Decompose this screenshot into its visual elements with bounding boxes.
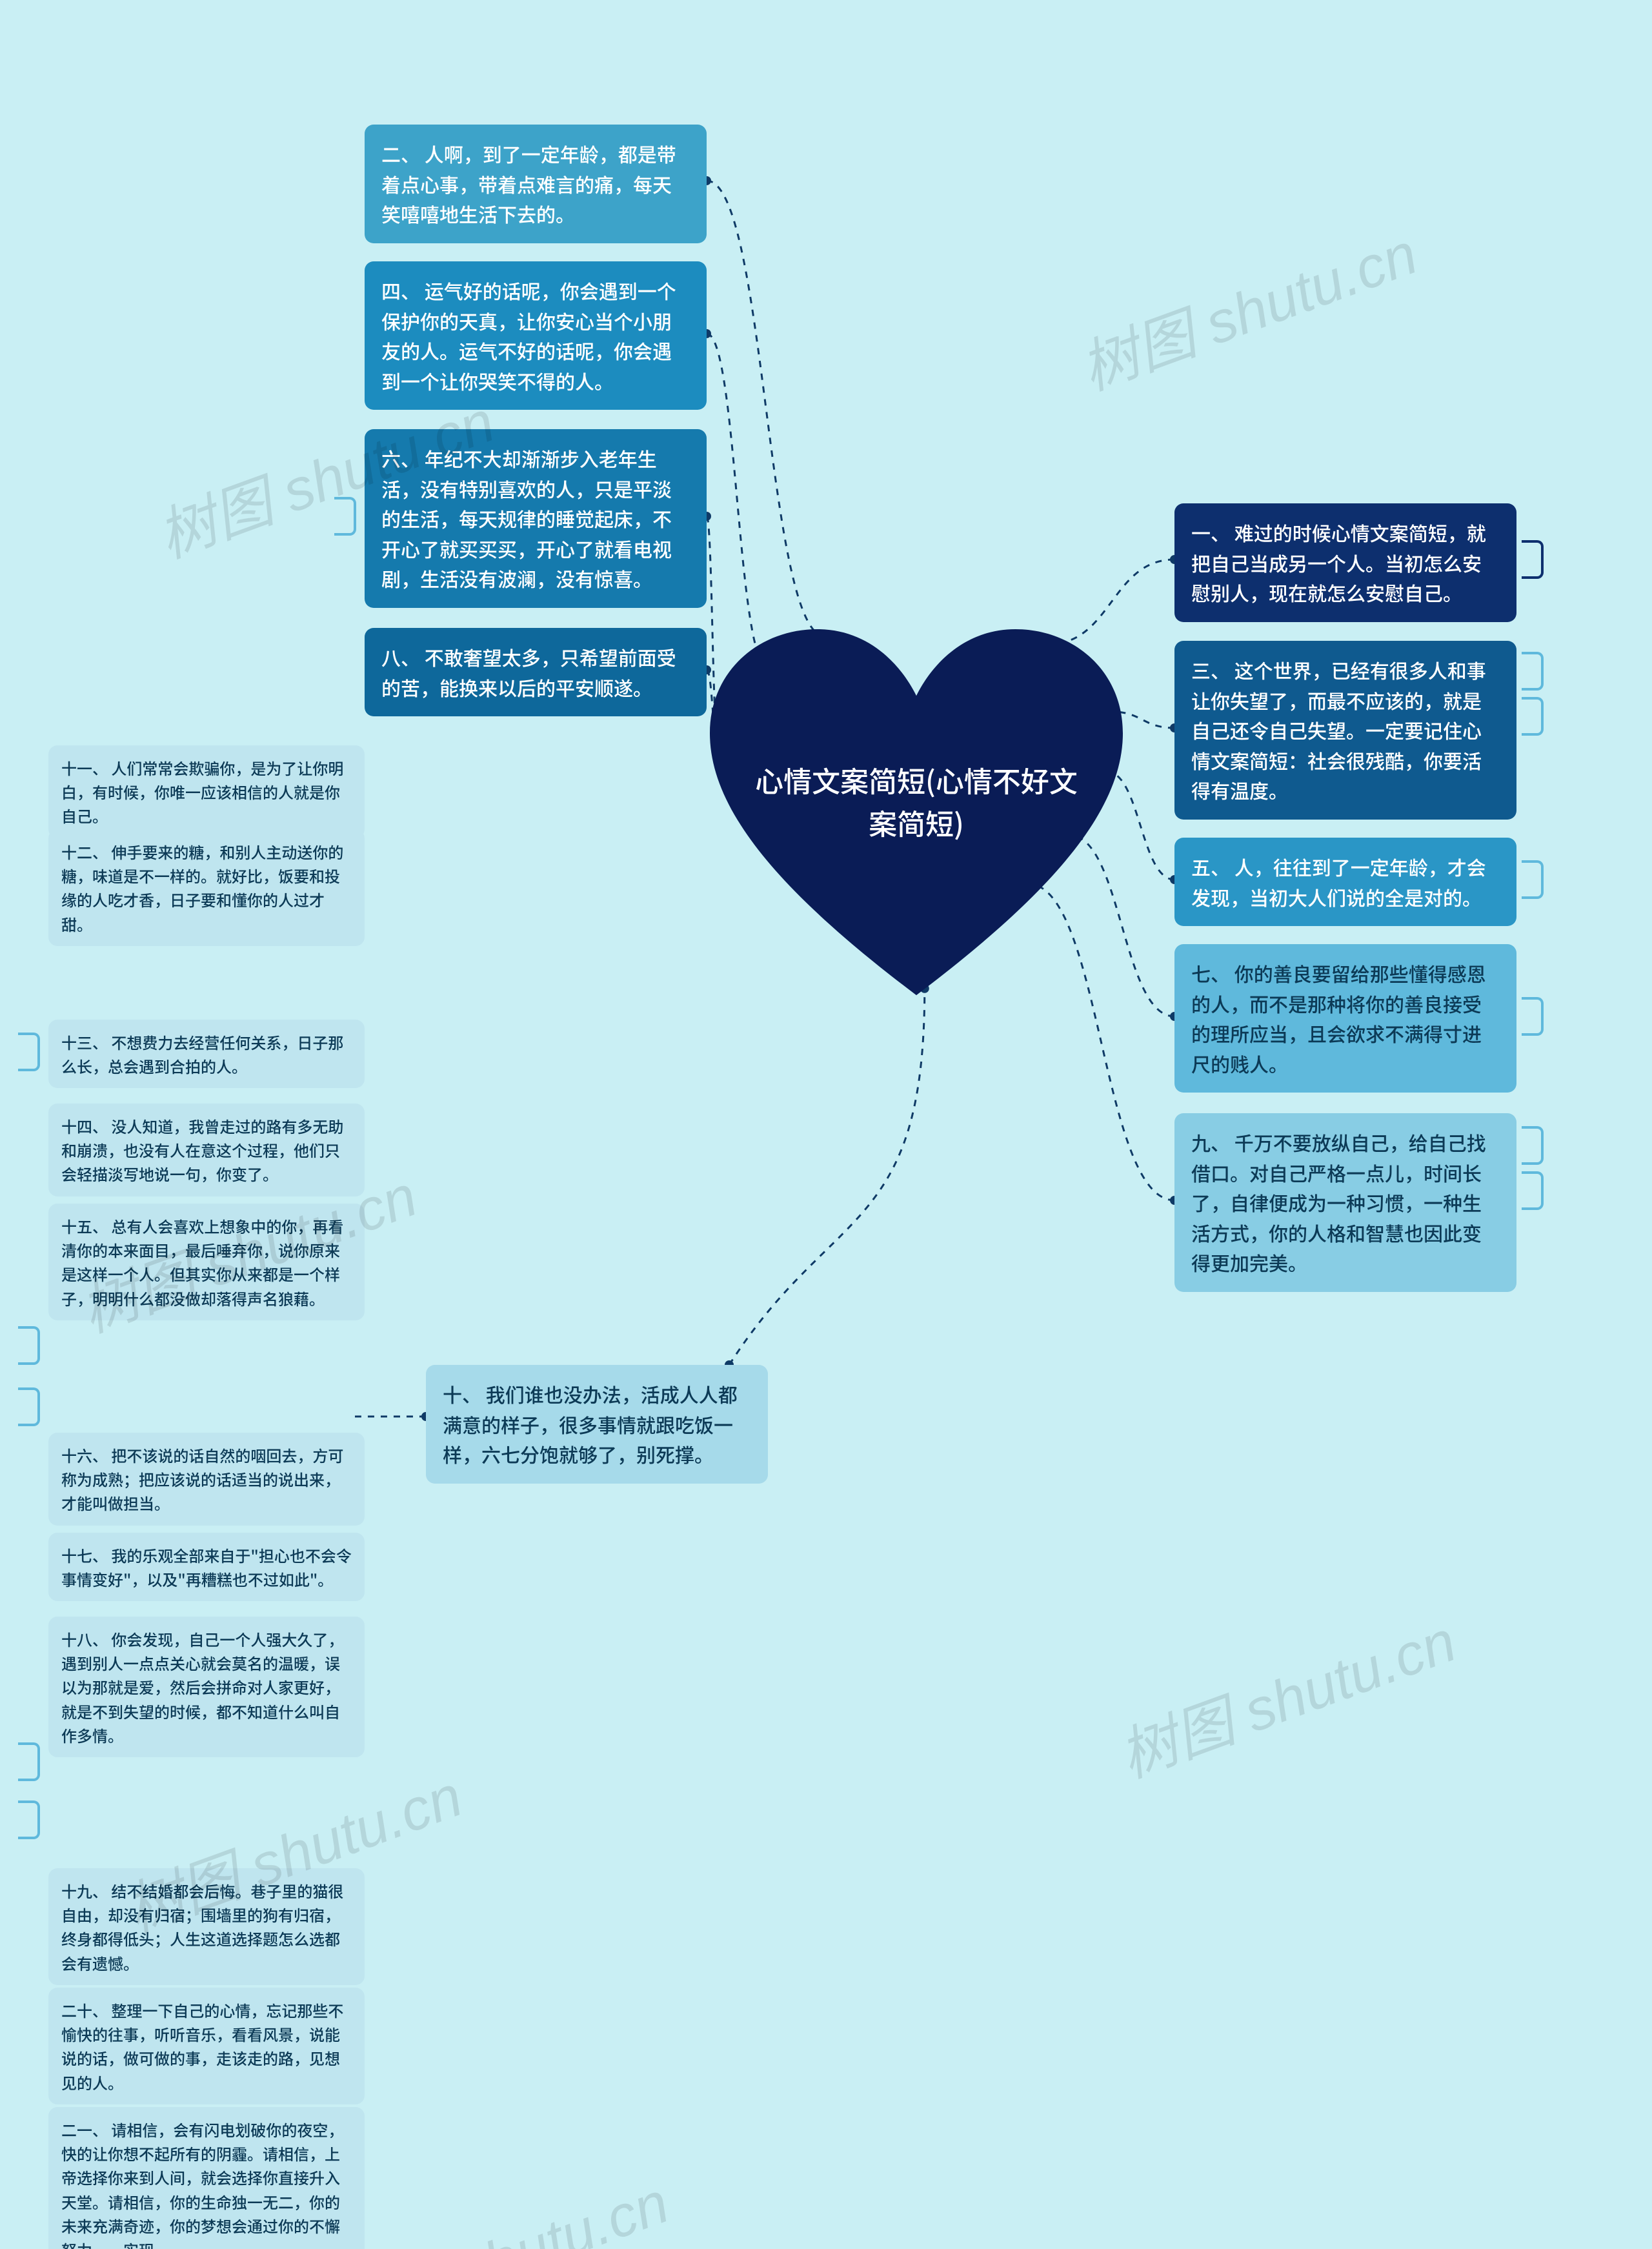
watermark: 树图 shutu.cn <box>1106 1595 1466 1794</box>
sub-node[interactable]: 十一、 人们常常会欺骗你，是为了让你明白，有时候，你唯一应该相信的人就是你自己。 <box>48 745 365 838</box>
branch-node[interactable]: 七、 你的善良要留给那些懂得感恩的人，而不是那种将你的善良接受的理所应当，且会欲… <box>1174 944 1516 1093</box>
bracket-marker <box>1522 997 1544 1036</box>
watermark: 树图 shutu.cn <box>319 2156 678 2249</box>
branch-node[interactable]: 四、 运气好的话呢，你会遇到一个保护你的天真，让你安心当个小朋友的人。运气不好的… <box>365 261 707 410</box>
sub-node[interactable]: 二一、 请相信，会有闪电划破你的夜空，快的让你想不起所有的阴霾。请相信，上帝选择… <box>48 2107 365 2249</box>
bracket-marker <box>18 1800 40 1839</box>
bracket-marker <box>1522 1126 1544 1165</box>
bracket-marker <box>18 1033 40 1071</box>
bracket-marker <box>1522 1171 1544 1210</box>
branch-node[interactable]: 八、 不敢奢望太多，只希望前面受的苦，能换来以后的平安顺遂。 <box>365 628 707 716</box>
sub-node[interactable]: 十二、 伸手要来的糖，和别人主动送你的糖，味道是不一样的。就好比，饭要和投缘的人… <box>48 829 365 946</box>
sub-node[interactable]: 十七、 我的乐观全部来自于"担心也不会令事情变好"，以及"再糟糕也不过如此"。 <box>48 1533 365 1601</box>
branch-node[interactable]: 一、 难过的时候心情文案简短，就把自己当成另一个人。当初怎么安慰别人，现在就怎么… <box>1174 503 1516 622</box>
sub-node[interactable]: 十六、 把不该说的话自然的咽回去，方可称为成熟；把应该说的话适当的说出来，才能叫… <box>48 1433 365 1526</box>
bracket-marker <box>18 1387 40 1426</box>
sub-node[interactable]: 十三、 不想费力去经营任何关系，日子那么长，总会遇到合拍的人。 <box>48 1020 365 1088</box>
bracket-marker <box>1522 860 1544 899</box>
branch-node[interactable]: 十、 我们谁也没办法，活成人人都满意的样子，很多事情就跟吃饭一样，六七分饱就够了… <box>426 1365 768 1484</box>
mindmap-canvas: 心情文案简短(心情不好文案简短) 二、 人啊，到了一定年龄，都是带着点心事，带着点… <box>0 0 1652 2249</box>
branch-node[interactable]: 三、 这个世界，已经有很多人和事让你失望了，而最不应该的，就是自己还令自己失望。… <box>1174 641 1516 820</box>
bracket-marker <box>18 1742 40 1781</box>
center-node-heart[interactable]: 心情文案简短(心情不好文案简短) <box>710 629 1123 1003</box>
bracket-marker <box>1522 697 1544 736</box>
branch-node[interactable]: 九、 千万不要放纵自己，给自己找借口。对自己严格一点儿，时间长了，自律便成为一种… <box>1174 1113 1516 1292</box>
bracket-marker <box>18 1326 40 1365</box>
bracket-marker <box>1522 652 1544 691</box>
center-title: 心情文案简短(心情不好文案简短) <box>710 758 1123 843</box>
sub-node[interactable]: 二十、 整理一下自己的心情，忘记那些不愉快的往事，听听音乐，看看风景，说能说的话… <box>48 1988 365 2104</box>
sub-node[interactable]: 十八、 你会发现，自己一个人强大久了，遇到别人一点点关心就会莫名的温暖，误以为那… <box>48 1617 365 1757</box>
branch-node[interactable]: 五、 人，往往到了一定年龄，才会发现，当初大人们说的全是对的。 <box>1174 838 1516 926</box>
watermark: 树图 shutu.cn <box>1067 207 1427 407</box>
bracket-marker <box>1522 540 1544 579</box>
branch-node[interactable]: 二、 人啊，到了一定年龄，都是带着点心事，带着点难言的痛，每天笑嘻嘻地生活下去的… <box>365 125 707 243</box>
